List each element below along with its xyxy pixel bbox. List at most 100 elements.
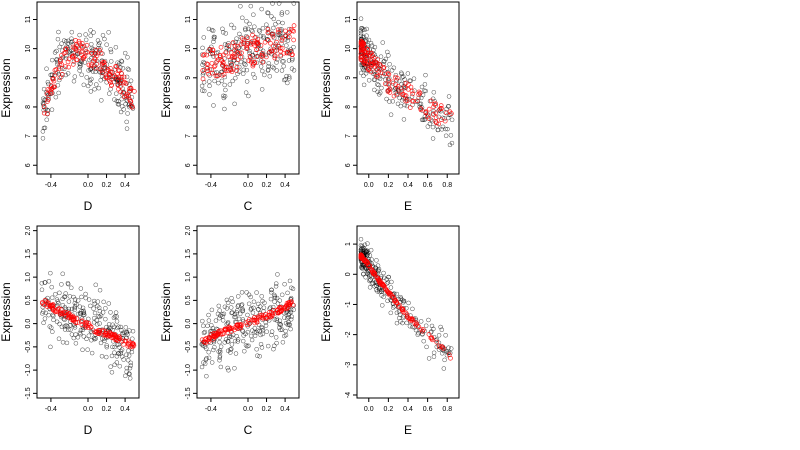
fitted-point <box>66 64 72 70</box>
observed-point <box>216 303 222 309</box>
observed-point <box>88 81 93 86</box>
observed-point <box>252 333 258 338</box>
observed-point <box>121 357 126 362</box>
observed-point <box>212 70 217 76</box>
x-tick-label: 0.4 <box>403 406 413 413</box>
fitted-point <box>227 326 233 332</box>
y-tick-label: 9 <box>345 76 352 80</box>
observed-point <box>439 351 445 356</box>
observed-point <box>259 6 264 12</box>
fitted-point <box>238 54 243 60</box>
observed-point <box>57 44 62 50</box>
observed-point <box>112 97 117 102</box>
observed-point <box>397 312 403 317</box>
observed-point <box>119 354 125 359</box>
observed-point <box>250 52 256 58</box>
fitted-point <box>117 336 123 342</box>
observed-point <box>370 280 376 286</box>
observed-point <box>449 346 454 351</box>
observed-point <box>279 68 285 73</box>
observed-point <box>358 243 364 248</box>
observed-point <box>124 74 130 80</box>
x-axis-title: D <box>84 423 93 437</box>
observed-point <box>258 341 264 347</box>
observed-point <box>106 301 112 306</box>
observed-point <box>257 328 262 334</box>
observed-point <box>119 58 124 64</box>
observed-point <box>65 281 71 287</box>
observed-point <box>377 76 383 81</box>
fitted-point <box>436 121 442 127</box>
observed-point <box>69 332 75 337</box>
fitted-point <box>272 48 278 54</box>
observed-point <box>201 330 207 336</box>
observed-point <box>271 346 276 352</box>
observed-point <box>434 344 440 350</box>
observed-point <box>409 94 415 99</box>
fitted-point <box>386 82 392 88</box>
observed-point <box>237 311 243 317</box>
observed-point <box>256 307 261 312</box>
observed-point <box>250 71 256 77</box>
fitted-point <box>252 60 258 66</box>
fitted-point <box>70 317 76 323</box>
observed-point <box>207 73 212 78</box>
fitted-point <box>399 306 405 312</box>
y-tick-label: 10 <box>185 45 192 53</box>
observed-point <box>266 61 272 66</box>
observed-point <box>285 80 290 86</box>
observed-point <box>233 314 238 320</box>
observed-point <box>262 72 267 78</box>
fitted-point <box>91 58 96 64</box>
fitted-point <box>207 47 213 52</box>
observed-point <box>81 310 86 316</box>
fitted-point <box>125 341 131 346</box>
observed-point <box>114 360 120 365</box>
observed-point <box>445 115 451 121</box>
observed-point <box>119 104 125 109</box>
observed-point <box>421 338 426 344</box>
x-axis-title: C <box>244 423 253 437</box>
fitted-point <box>100 60 105 65</box>
observed-point <box>128 360 134 366</box>
fitted-point <box>389 293 395 298</box>
x-tick-label: -0.4 <box>45 182 57 189</box>
observed-point <box>130 328 136 334</box>
fitted-point <box>386 77 392 83</box>
y-axis-title: Expression <box>319 282 333 341</box>
fitted-point <box>94 61 99 67</box>
observed-point <box>83 295 89 301</box>
observed-point <box>250 310 256 315</box>
observed-point <box>66 299 72 304</box>
observed-point <box>47 324 53 329</box>
fitted-point <box>394 75 400 81</box>
fitted-point <box>386 87 392 93</box>
observed-point <box>106 30 111 35</box>
fitted-point <box>212 63 218 69</box>
observed-point <box>275 57 280 62</box>
y-axis-title: Expression <box>159 282 173 341</box>
fitted-point <box>248 57 254 63</box>
observed-point <box>449 140 455 146</box>
observed-point <box>235 294 241 299</box>
fitted-point <box>115 71 120 77</box>
observed-point <box>89 41 94 47</box>
observed-point <box>78 327 84 333</box>
observed-point <box>104 354 109 360</box>
observed-point <box>431 350 437 356</box>
fitted-point <box>252 320 258 326</box>
observed-point <box>397 95 402 101</box>
observed-point <box>372 87 377 93</box>
observed-point <box>388 297 393 303</box>
fitted-point <box>433 120 439 126</box>
observed-point <box>237 69 242 74</box>
observed-point <box>211 34 217 40</box>
observed-point <box>375 82 380 87</box>
fitted-point <box>414 321 419 327</box>
fitted-point <box>367 263 373 269</box>
observed-point <box>72 297 78 302</box>
observed-point <box>94 322 100 327</box>
observed-point <box>441 366 447 371</box>
observed-point <box>109 353 115 359</box>
observed-point <box>217 353 223 359</box>
